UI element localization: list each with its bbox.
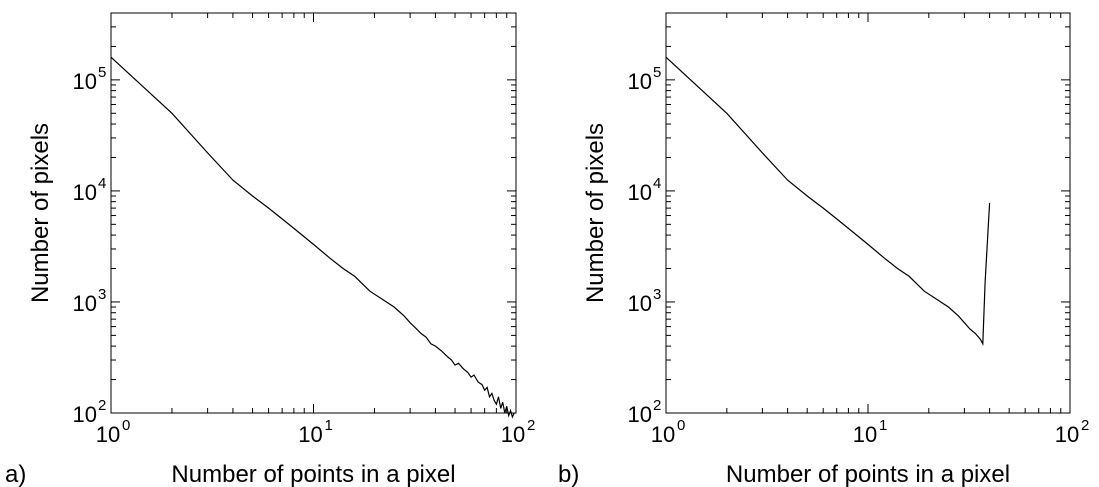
plot-frame	[665, 12, 1071, 414]
y-tick-label: 10	[73, 180, 97, 205]
series-line-0	[665, 56, 991, 347]
y-tick-exponent: 4	[98, 175, 106, 192]
y-tick-exponent: 5	[98, 64, 106, 81]
x-tick-exponent: 1	[325, 417, 333, 434]
series-line-0	[110, 56, 515, 419]
x-axis-label: Number of points in a pixel	[171, 461, 455, 487]
x-tick-label: 10	[298, 422, 322, 447]
y-tick-label: 10	[628, 291, 652, 316]
x-tick-exponent: 2	[1081, 417, 1089, 434]
y-axis-label: Number of pixels	[582, 123, 609, 303]
plot-frame	[110, 12, 517, 414]
x-tick-exponent: 0	[122, 417, 130, 434]
panel-label: a)	[5, 461, 26, 487]
x-tick-label: 10	[96, 422, 120, 447]
x-tick-exponent: 2	[527, 417, 535, 434]
y-tick-exponent: 3	[653, 286, 661, 303]
x-axis-label: Number of points in a pixel	[726, 461, 1010, 487]
y-axis-label: Number of pixels	[27, 123, 54, 303]
x-tick-label: 10	[651, 422, 675, 447]
y-tick-label: 10	[73, 291, 97, 316]
y-tick-label: 10	[73, 69, 97, 94]
x-tick-label: 10	[501, 422, 525, 447]
y-tick-exponent: 4	[653, 175, 661, 192]
panel-label: b)	[558, 461, 579, 487]
y-tick-exponent: 5	[653, 64, 661, 81]
y-tick-label: 10	[628, 402, 652, 427]
y-tick-label: 10	[73, 402, 97, 427]
x-tick-exponent: 1	[879, 417, 887, 434]
y-tick-exponent: 2	[653, 397, 661, 414]
x-tick-exponent: 0	[677, 417, 685, 434]
x-tick-label: 10	[853, 422, 877, 447]
y-tick-exponent: 2	[98, 397, 106, 414]
y-tick-exponent: 3	[98, 286, 106, 303]
y-tick-label: 10	[628, 69, 652, 94]
y-tick-label: 10	[628, 180, 652, 205]
x-tick-label: 10	[1055, 422, 1079, 447]
